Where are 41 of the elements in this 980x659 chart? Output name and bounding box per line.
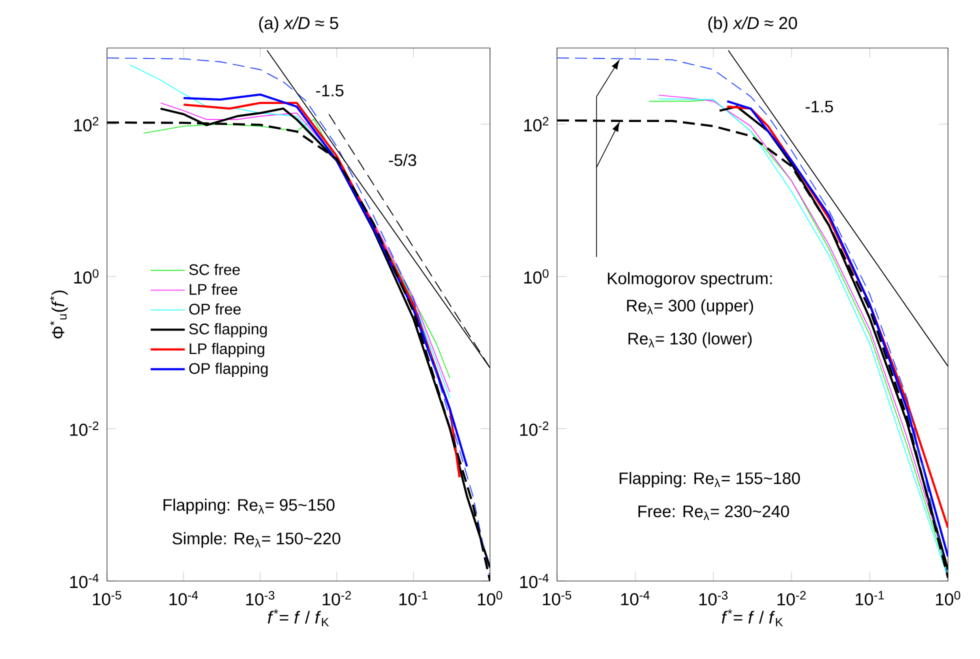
annotation: Re$_{λ}$= 300 (upper) [627, 299, 754, 315]
x-tick-label: 10$^{-3}$ [699, 591, 728, 606]
y-tick-label: 10$^{0}$ [74, 269, 98, 284]
x-axis-title: f$^{*}$= f / f$_{K}$ [722, 609, 783, 626]
legend-label: SC free [189, 264, 240, 276]
x-tick-label: 10$^{-4}$ [170, 591, 198, 606]
y-tick-label: 10$^{-2}$ [520, 421, 548, 436]
annotation: Re$_{λ}$= 130 (lower) [628, 332, 752, 348]
annotation: Kolmogorov spectrum: [608, 272, 772, 288]
y-tick-label: 10$^{2}$ [74, 116, 98, 132]
x-tick-label: 10$^{0}$ [478, 591, 502, 606]
chart-title: (b) x/D ≈ 20 [708, 16, 798, 33]
y-tick-label: 10$^{2}$ [524, 116, 548, 132]
chart-title: (a) x/D ≈ 5 [259, 16, 338, 33]
x-tick-label: 10$^{-2}$ [778, 591, 806, 606]
annotation: Free: Re$_{λ}$= 230~240 [638, 505, 790, 520]
y-axis-title: Φ$^{*}$$_{u}$(f$^{*}$) [50, 290, 68, 338]
annotation: -1.5 [806, 100, 833, 112]
x-tick-label: 10$^{-4}$ [621, 591, 650, 606]
x-tick-label: 10$^{-1}$ [399, 591, 428, 606]
legend-label: SC flapping [189, 323, 267, 338]
x-tick-label: 10$^{0}$ [936, 591, 960, 606]
annotation: Flapping: Re$_{λ}$= 95~150 [164, 498, 335, 514]
legend-label: LP free [190, 284, 238, 295]
x-tick-label: 10$^{-5}$ [542, 591, 572, 606]
y-tick-label: 10$^{0}$ [524, 269, 548, 284]
y-tick-label: 10$^{-4}$ [70, 574, 99, 588]
annotation: -5/3 [388, 154, 416, 166]
y-tick-label: 10$^{-4}$ [520, 574, 549, 588]
legend-label: OP free [189, 303, 241, 315]
annotation: -1.5 [316, 84, 344, 96]
x-tick-label: 10$^{-1}$ [856, 591, 884, 606]
x-tick-label: 10$^{-2}$ [322, 591, 351, 606]
x-tick-label: 10$^{-5}$ [92, 591, 122, 606]
x-tick-label: 10$^{-3}$ [246, 591, 274, 606]
x-axis-title: f$^{*}$= f / f$_{K}$ [268, 609, 329, 626]
annotation: Flapping: Re$_{λ}$= 155~180 [620, 472, 800, 488]
annotation: Simple: Re$_{λ}$= 150~220 [172, 532, 340, 548]
legend-label: LP flapping [190, 342, 264, 358]
y-tick-label: 10$^{-2}$ [70, 421, 98, 436]
legend-label: OP flapping [189, 362, 268, 377]
